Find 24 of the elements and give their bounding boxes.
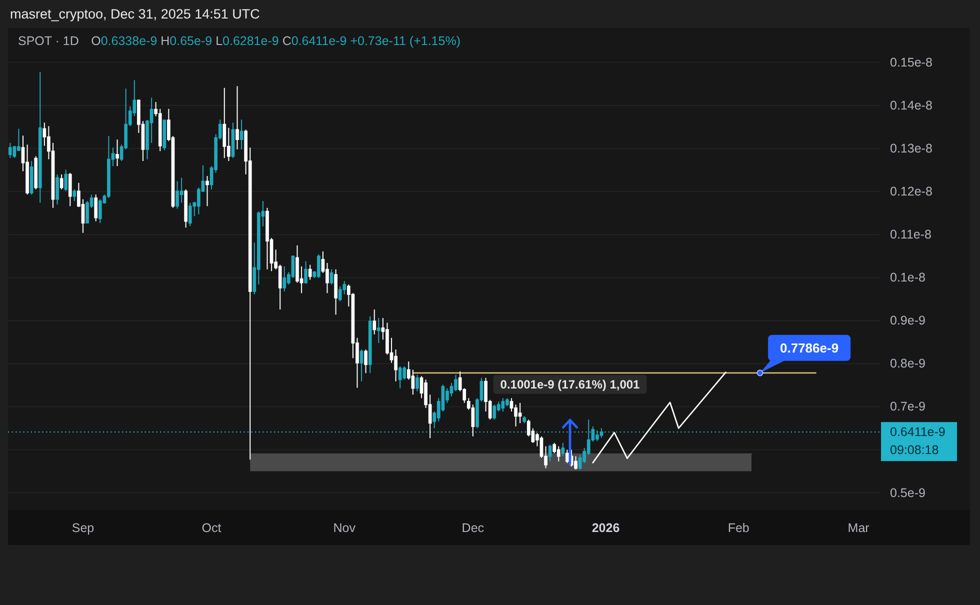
- y-tick-label: 0.15e-8: [890, 55, 932, 70]
- x-tick-label: Mar: [848, 521, 870, 535]
- annotation: 0.1001e-9 (17.61%) 1,001: [500, 377, 640, 392]
- y-tick-label: 0.7e-9: [890, 400, 926, 414]
- y-tick-label: 0.13e-8: [890, 142, 932, 156]
- y-tick-label: 0.14e-8: [890, 98, 932, 112]
- x-tick-label: Sep: [72, 521, 94, 535]
- y-tick-label: 0.1e-8: [890, 270, 926, 285]
- x-tick-label: Nov: [333, 521, 356, 535]
- y-tick-label: 0.11e-8: [890, 228, 932, 242]
- y-tick-label: 0.12e-8: [890, 184, 932, 199]
- y-tick-label: 0.9e-9: [890, 314, 926, 328]
- text: 09:08:18: [890, 443, 939, 458]
- text: SPOT · 1D: [18, 34, 79, 48]
- x-tick-label: Feb: [728, 521, 750, 535]
- y-tick-label: 0.5e-9: [890, 486, 926, 500]
- ref-line-label: 0.6411e-9: [890, 425, 946, 440]
- text: O0.6338e-9 H0.65e-9 L0.6281e-9 C0.6411e-9 +0.73e-11 (+1.15%): [91, 34, 461, 48]
- text: masret_cryptoo, Dec 31, 2025 14:51 UTC: [10, 6, 260, 22]
- x-tick-label: 2026: [592, 521, 620, 535]
- x-tick-label: Dec: [462, 521, 484, 535]
- annotation: 0.7786e-9: [780, 340, 839, 356]
- x-tick-label: Oct: [202, 521, 222, 535]
- y-tick-label: 0.8e-9: [890, 356, 926, 371]
